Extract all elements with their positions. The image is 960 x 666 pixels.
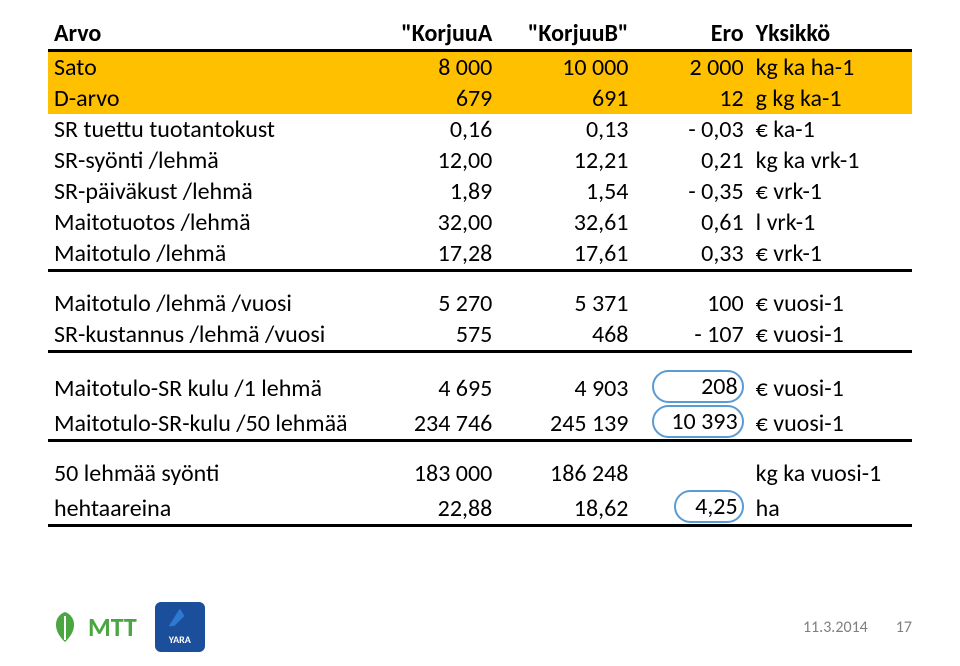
row-val-a: 5 270	[362, 288, 498, 319]
table-row: Maitotulo /lehmä /vuosi5 2705 371100€ vu…	[48, 288, 912, 319]
row-label: SR-kustannus /lehmä /vuosi	[48, 319, 362, 352]
row-val-ero: 12	[634, 83, 749, 114]
row-val-ero	[634, 458, 749, 489]
yara-logo: YARA	[155, 602, 205, 652]
row-val-b: 12,21	[498, 145, 634, 176]
footer-meta: 11.3.2014 17	[803, 618, 912, 637]
footer: MTT YARA 11.3.2014 17	[48, 602, 912, 652]
row-val-a: 12,00	[362, 145, 498, 176]
row-label: SR-syönti /lehmä	[48, 145, 362, 176]
row-val-b: 1,54	[498, 176, 634, 207]
mtt-label: MTT	[88, 611, 137, 643]
row-val-b: 0,13	[498, 114, 634, 145]
data-table: Arvo "KorjuuA "KorjuuB" Ero Yksikkö Sato…	[48, 18, 912, 527]
row-val-ero: 0,33	[634, 238, 749, 271]
row-val-a: 1,89	[362, 176, 498, 207]
row-label: Maitotulo /lehmä	[48, 238, 362, 271]
row-unit: g kg ka-1	[750, 83, 912, 114]
row-val-a: 183 000	[362, 458, 498, 489]
row-val-b: 4 903	[498, 369, 634, 404]
row-label: hehtaareina	[48, 489, 362, 526]
table-row: Sato8 00010 0002 000kg ka ha-1	[48, 51, 912, 84]
row-unit: € vuosi-1	[750, 404, 912, 441]
row-val-ero: 0,61	[634, 207, 749, 238]
section-spacer	[48, 441, 912, 459]
table-row: Maitotulo-SR-kulu /50 lehmää234 746245 1…	[48, 404, 912, 441]
row-val-b: 32,61	[498, 207, 634, 238]
table-row: Maitotulo-SR kulu /1 lehmä4 6954 903208€…	[48, 369, 912, 404]
table-row: SR-kustannus /lehmä /vuosi575468- 107€ v…	[48, 319, 912, 352]
row-unit: € vuosi-1	[750, 288, 912, 319]
row-label: SR tuettu tuotantokust	[48, 114, 362, 145]
row-unit: € vuosi-1	[750, 319, 912, 352]
row-unit: € vrk-1	[750, 176, 912, 207]
logos: MTT YARA	[48, 602, 205, 652]
row-val-ero: 208	[634, 369, 749, 404]
row-val-ero: 2 000	[634, 51, 749, 84]
row-label: Maitotulo /lehmä /vuosi	[48, 288, 362, 319]
row-label: SR-päiväkust /lehmä	[48, 176, 362, 207]
row-val-ero: 4,25	[634, 489, 749, 526]
col-korjuua: "KorjuuA	[362, 18, 498, 51]
table-row: SR-päiväkust /lehmä1,891,54- 0,35€ vrk-1	[48, 176, 912, 207]
row-unit: kg ka vrk-1	[750, 145, 912, 176]
col-arvo: Arvo	[48, 18, 362, 51]
section-spacer	[48, 352, 912, 370]
row-val-b: 10 000	[498, 51, 634, 84]
row-val-a: 0,16	[362, 114, 498, 145]
mtt-logo: MTT	[48, 610, 137, 644]
row-unit: ha	[750, 489, 912, 526]
table-row: hehtaareina22,8818,624,25ha	[48, 489, 912, 526]
row-val-a: 679	[362, 83, 498, 114]
row-unit: € ka-1	[750, 114, 912, 145]
col-ero: Ero	[634, 18, 749, 51]
row-val-b: 468	[498, 319, 634, 352]
table-row: D-arvo67969112g kg ka-1	[48, 83, 912, 114]
table-header-row: Arvo "KorjuuA "KorjuuB" Ero Yksikkö	[48, 18, 912, 51]
row-val-b: 186 248	[498, 458, 634, 489]
table-row: SR-syönti /lehmä12,0012,210,21kg ka vrk-…	[48, 145, 912, 176]
row-val-b: 5 371	[498, 288, 634, 319]
section-spacer	[48, 271, 912, 289]
row-unit: € vrk-1	[750, 238, 912, 271]
row-val-b: 17,61	[498, 238, 634, 271]
row-label: Maitotulo-SR-kulu /50 lehmää	[48, 404, 362, 441]
table-row: Maitotulo /lehmä17,2817,610,33€ vrk-1	[48, 238, 912, 271]
yara-label: YARA	[169, 633, 191, 646]
row-label: 50 lehmää syönti	[48, 458, 362, 489]
col-korjuub: "KorjuuB"	[498, 18, 634, 51]
row-label: Sato	[48, 51, 362, 84]
row-val-a: 22,88	[362, 489, 498, 526]
row-unit: l vrk-1	[750, 207, 912, 238]
table-row: 50 lehmää syönti183 000186 248 kg ka vuos…	[48, 458, 912, 489]
row-label: D-arvo	[48, 83, 362, 114]
row-val-ero: 0,21	[634, 145, 749, 176]
row-val-a: 8 000	[362, 51, 498, 84]
row-val-a: 17,28	[362, 238, 498, 271]
row-val-ero: - 0,03	[634, 114, 749, 145]
col-yksikko: Yksikkö	[750, 18, 912, 51]
row-unit: kg ka vuosi-1	[750, 458, 912, 489]
row-unit: kg ka ha-1	[750, 51, 912, 84]
footer-date: 11.3.2014	[803, 618, 868, 637]
table-row: SR tuettu tuotantokust0,160,13- 0,03€ ka…	[48, 114, 912, 145]
row-unit: € vuosi-1	[750, 369, 912, 404]
row-label: Maitotuotos /lehmä	[48, 207, 362, 238]
row-val-ero: - 0,35	[634, 176, 749, 207]
row-val-ero: 100	[634, 288, 749, 319]
row-val-ero: - 107	[634, 319, 749, 352]
table-row: Maitotuotos /lehmä32,0032,610,61l vrk-1	[48, 207, 912, 238]
row-val-b: 245 139	[498, 404, 634, 441]
row-val-a: 32,00	[362, 207, 498, 238]
row-label: Maitotulo-SR kulu /1 lehmä	[48, 369, 362, 404]
row-val-b: 691	[498, 83, 634, 114]
mtt-leaf-icon	[48, 610, 82, 644]
footer-page: 17	[896, 618, 912, 637]
row-val-b: 18,62	[498, 489, 634, 526]
row-val-a: 4 695	[362, 369, 498, 404]
row-val-ero: 10 393	[634, 404, 749, 441]
row-val-a: 575	[362, 319, 498, 352]
yara-sail-icon	[169, 609, 191, 631]
row-val-a: 234 746	[362, 404, 498, 441]
